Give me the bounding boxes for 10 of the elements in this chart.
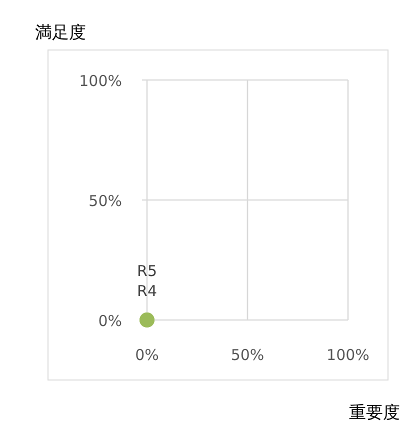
data-label: R4 xyxy=(137,282,157,300)
x-tick: 0% xyxy=(135,346,159,364)
x-tick: 100% xyxy=(326,346,370,364)
xlabel: 重要度 xyxy=(349,403,400,423)
y-tick: 100% xyxy=(79,72,122,90)
ylabel: 満足度 xyxy=(35,23,86,43)
y-tick: 50% xyxy=(88,192,122,210)
x-tick: 50% xyxy=(230,346,264,364)
data-label: R5 xyxy=(137,262,157,280)
y-tick: 0% xyxy=(98,312,122,330)
